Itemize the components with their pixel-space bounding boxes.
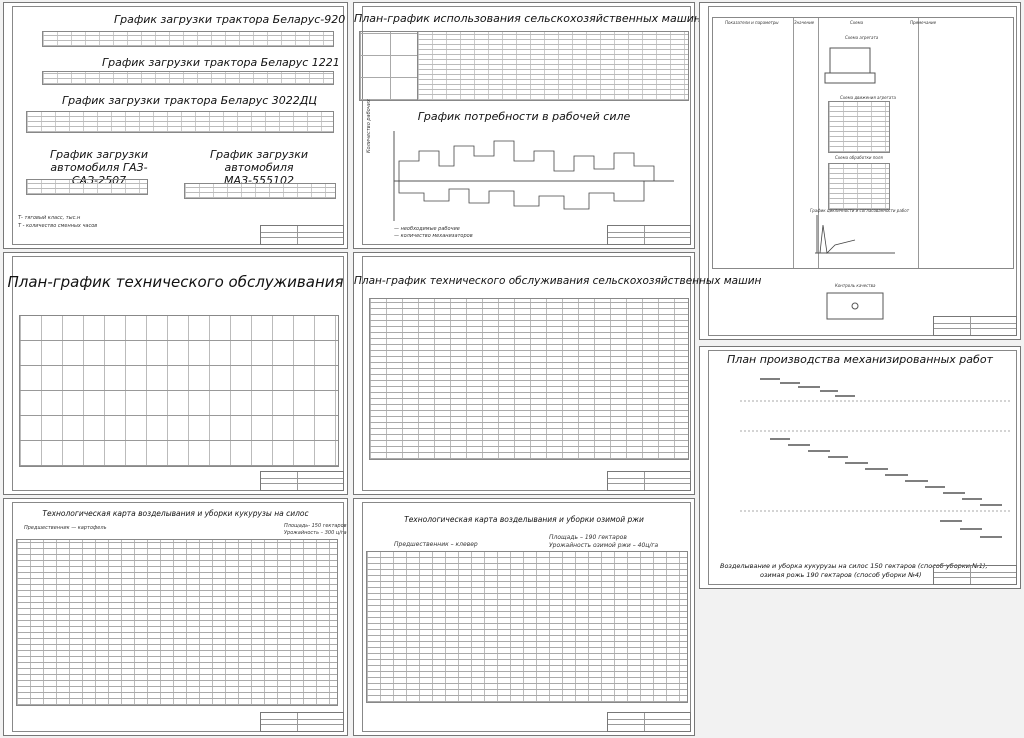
sheet-frame: [12, 502, 344, 732]
sheet-tractor-load: График загрузки трактора Беларус-920 Гра…: [3, 2, 348, 249]
movement-diagram: [828, 101, 890, 153]
title-block-stamp: [607, 225, 691, 245]
load-chart-1: [42, 31, 334, 47]
sheet-rye-card: Технологическая карта возделывания и убо…: [353, 498, 695, 736]
note-header: Примечание: [910, 20, 937, 25]
load-chart-2: [42, 71, 334, 85]
sheet-maintenance: План-график технического обслуживания: [3, 252, 348, 495]
diagram-title-aggregate: Схема агрегата: [845, 35, 879, 40]
sheet-machine-usage: План-график использования сельскохозяйст…: [353, 2, 702, 249]
title-block-stamp: [260, 225, 344, 245]
title-block-stamp: [260, 712, 344, 732]
caption-line-2: озимая рожь 190 гектаров (способ уборки …: [760, 571, 922, 579]
mechanized-plan-chart: [740, 378, 1010, 538]
sheet-machine-maintenance: План-график технического обслуживания се…: [353, 252, 762, 495]
title-corn-card: Технологическая карта возделывания и убо…: [42, 509, 309, 518]
value-header: Значение: [794, 20, 815, 25]
sheet-frame: [362, 256, 691, 491]
load-chart-4: [26, 179, 148, 195]
title-machine-usage: План-график использования сельскохозяйст…: [354, 12, 702, 25]
diagram-title-movement: Схема движения агрегата: [840, 95, 896, 100]
sheet-frame: [12, 6, 344, 245]
machine-usage-chart: [417, 31, 689, 101]
params-header: Показатели и параметры: [725, 20, 779, 25]
sheet-corn-card: Технологическая карта возделывания и убо…: [3, 498, 348, 736]
title-belarus-920: График загрузки трактора Беларус-920: [114, 13, 346, 26]
title-block-stamp: [607, 471, 691, 491]
quality-diagram: [826, 292, 884, 320]
sheet-frame: [708, 6, 1017, 336]
title-block-stamp: [933, 316, 1017, 336]
title-mechanized-plan: План производства механизированных работ: [727, 353, 993, 366]
sheet-mechanized-plan: План производства механизированных работ…: [699, 346, 1021, 589]
aggregate-diagram: [824, 47, 876, 84]
title-belarus-1221: График загрузки трактора Беларус 1221: [102, 56, 340, 69]
corn-area: Площадь- 150 гектаров: [284, 523, 347, 529]
title-rye-card: Технологическая карта возделывания и убо…: [404, 515, 644, 524]
corn-predecessor: Предшественник — картофель: [24, 525, 107, 531]
diagram-title-cyclicity: График цикличности и согласованности раб…: [810, 208, 910, 213]
sheet-frame: [708, 350, 1017, 585]
sheet-tech-params: Показатели и параметры Значение Схема Пр…: [699, 2, 1021, 340]
title-maintenance: План-график технического обслуживания: [7, 273, 344, 291]
cyclicity-chart: [815, 215, 895, 254]
caption-line-1: Возделывание и уборка кукурузы на силос …: [720, 562, 988, 570]
diagram-title-field: Схема обработки поля: [835, 155, 883, 160]
sheet-frame: [362, 6, 691, 245]
title-machine-maintenance: План-график технического обслуживания се…: [354, 275, 762, 287]
workforce-legend-2: — количество механизаторов: [394, 233, 473, 239]
machine-usage-table: [359, 31, 419, 101]
title-workforce: График потребности в рабочей силе: [417, 110, 631, 123]
corn-yield: Урожайность – 300 ц/га: [284, 530, 347, 536]
maintenance-table: [19, 315, 339, 467]
rye-predecessor: Предшественник – клевер: [394, 541, 478, 548]
workforce-axis-label: Количество рабочих: [366, 99, 372, 153]
scheme-header: Схема: [850, 20, 864, 25]
rye-area: Площадь – 190 гектаров: [549, 534, 627, 541]
rye-yield: Урожайность озимой ржи – 40ц/га: [549, 542, 659, 549]
machine-maintenance-table: [369, 298, 689, 460]
load-chart-3: [26, 111, 334, 133]
title-belarus-3022: График загрузки трактора Беларус 3022ДЦ: [62, 94, 317, 107]
workforce-chart: [393, 131, 674, 221]
sheet-frame: [12, 256, 344, 491]
sheet-frame: [362, 502, 691, 732]
title-block-stamp: [607, 712, 691, 732]
rye-card-table: [366, 551, 688, 703]
title-maz: График загрузки автомобиля МАЗ-555102: [209, 148, 309, 187]
field-diagram: [828, 163, 890, 210]
legend-line-2: Т - количество сменных часов: [18, 223, 98, 229]
diagram-title-quality: Контроль качества: [835, 283, 876, 288]
title-block-stamp: [260, 471, 344, 491]
load-chart-5: [184, 183, 336, 199]
title-block-stamp: [933, 565, 1017, 585]
workforce-legend-1: — необходимые рабочие: [394, 226, 460, 232]
legend-line-1: Т- тяговый класс, тыс.н: [18, 215, 81, 221]
corn-card-table: [16, 539, 338, 706]
